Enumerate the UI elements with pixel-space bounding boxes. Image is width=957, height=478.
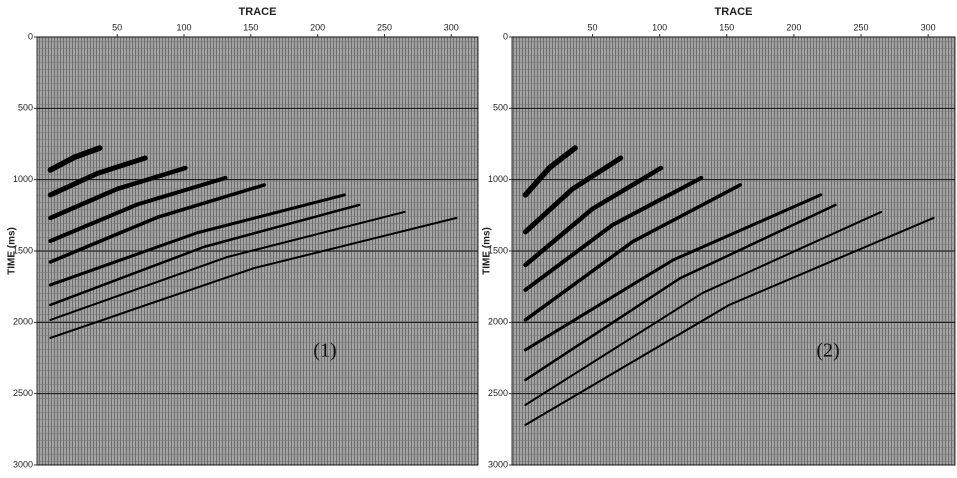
- seismic-event: [48, 193, 346, 287]
- seismic-event: [523, 183, 742, 322]
- y-tick-label: 3000: [13, 459, 33, 469]
- y-tick-label: 2000: [13, 317, 33, 327]
- y-tick-label: 2000: [488, 317, 508, 327]
- x-tick-label: 300: [921, 22, 936, 32]
- x-tick-label: 50: [588, 22, 598, 32]
- seismic-event: [524, 216, 935, 426]
- seismic-event: [48, 165, 188, 221]
- y-tick-label: 2500: [13, 388, 33, 398]
- x-axis-label: TRACE: [715, 6, 753, 18]
- seismic-event: [523, 165, 664, 268]
- y-tick-label: 3000: [488, 459, 508, 469]
- seismic-event: [49, 210, 406, 321]
- y-tick-label: 500: [18, 103, 33, 113]
- y-tick-label: 1500: [488, 245, 508, 255]
- seismic-event: [523, 193, 823, 352]
- seismic-event: [47, 145, 103, 173]
- y-tick-label: 1000: [488, 174, 508, 184]
- panel-annotation: (2): [816, 340, 839, 362]
- seismic-event: [47, 155, 148, 198]
- x-tick-label: 100: [176, 22, 191, 32]
- y-tick-label: 0: [503, 31, 508, 41]
- x-tick-label: 150: [243, 22, 258, 32]
- seismic-event: [48, 183, 266, 264]
- seismic-event: [523, 175, 704, 292]
- x-tick-label: 100: [652, 22, 667, 32]
- x-tick-label: 250: [854, 22, 869, 32]
- x-tick-label: 150: [719, 22, 734, 32]
- seismic-event: [49, 216, 458, 339]
- seismic-event: [524, 203, 837, 382]
- x-tick-label: 200: [786, 22, 801, 32]
- y-axis-label: TIME (ms): [482, 227, 493, 275]
- seismic-event: [524, 210, 883, 406]
- y-axis-label: TIME (ms): [7, 227, 18, 275]
- y-tick-label: 1000: [13, 174, 33, 184]
- seismic-event: [522, 145, 578, 198]
- x-axis-label: TRACE: [239, 6, 277, 18]
- panel-annotation: (1): [313, 340, 336, 362]
- x-tick-label: 50: [112, 22, 122, 32]
- x-tick-label: 300: [444, 22, 459, 32]
- seismic-event: [48, 175, 228, 244]
- y-tick-label: 500: [493, 103, 508, 113]
- x-tick-label: 250: [377, 22, 392, 32]
- y-tick-label: 0: [28, 31, 33, 41]
- y-tick-label: 2500: [488, 388, 508, 398]
- x-tick-label: 200: [310, 22, 325, 32]
- y-tick-label: 1500: [13, 245, 33, 255]
- seismic-event: [49, 203, 361, 307]
- seismic-event: [522, 155, 624, 235]
